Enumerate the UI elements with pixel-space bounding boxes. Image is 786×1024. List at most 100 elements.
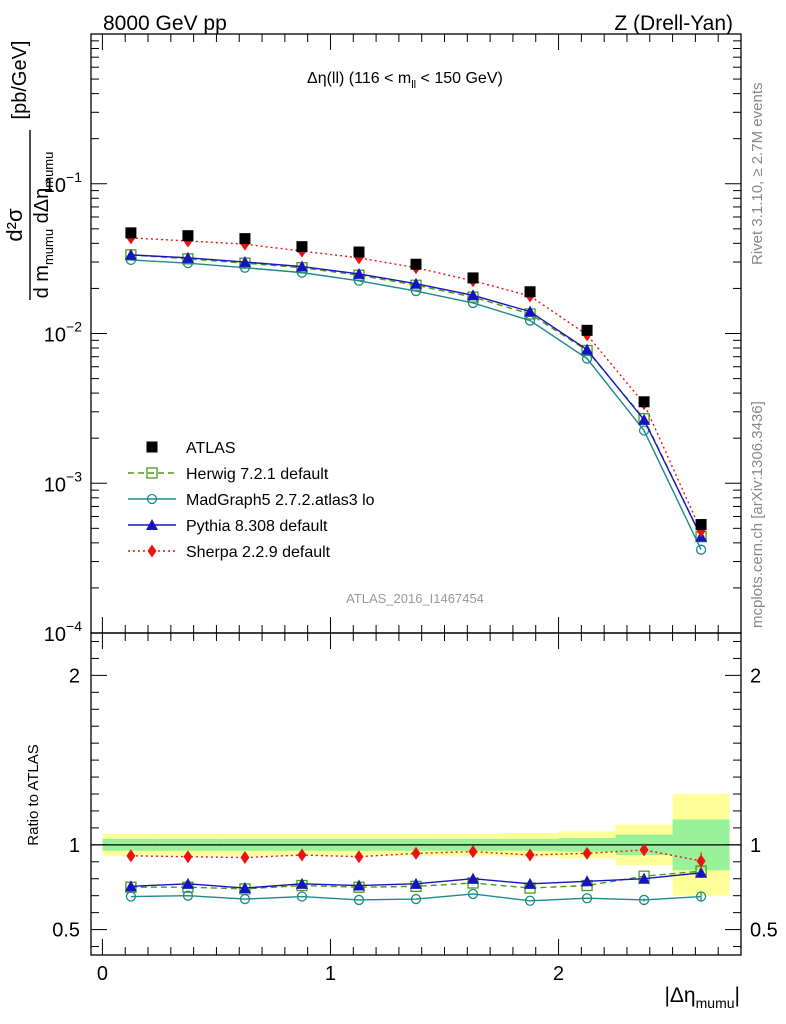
x-tick-label: 2 xyxy=(553,963,564,985)
x-label-sub: mumu xyxy=(696,995,735,1011)
ratio-point-madgraph5-2-7-2-atlas3-lo xyxy=(467,888,479,900)
data-point-madgraph5-2-7-2-atlas3-lo xyxy=(695,544,707,555)
legend-marker-pythia-8-308-default xyxy=(146,519,158,530)
data-point-pythia-8-308-default xyxy=(238,256,251,268)
header-right-label: Z (Drell-Yan) xyxy=(614,12,733,35)
ratio-point-madgraph5-2-7-2-atlas3-lo xyxy=(125,891,137,902)
data-point-pythia-8-308-default xyxy=(638,413,651,425)
ratio-point-pythia-8-308-default xyxy=(524,877,537,889)
data-point-pythia-8-308-default xyxy=(181,251,194,263)
legend-marker-atlas xyxy=(146,441,158,453)
ratio-point-sherpa-2-2-9-default xyxy=(411,846,421,860)
main-panel: 10−110−210−310−4 xyxy=(44,33,742,646)
data-point-atlas xyxy=(581,324,593,336)
ratio-y-tick-label-right: 1 xyxy=(750,835,761,857)
ratio-point-madgraph5-2-7-2-atlas3-lo xyxy=(524,895,536,906)
data-point-atlas xyxy=(182,230,194,242)
chart-title-main: Δη(ll) (116 < m xyxy=(307,70,411,87)
y-label-num-text: d²σ xyxy=(2,208,27,242)
x-tick-label: 1 xyxy=(325,963,336,985)
ratio-frame xyxy=(90,632,742,956)
y-label-denominator: d mmumu dΔηmumu xyxy=(31,152,56,299)
y-tick-label-base: 10 xyxy=(44,175,66,197)
y-tick-label: 10−4 xyxy=(44,618,82,646)
ratio-point-madgraph5-2-7-2-atlas3-lo xyxy=(581,893,593,904)
rivet-label: Rivet 3.1.10, ≥ 2.7M events xyxy=(749,83,766,266)
ratio-y-label: Ratio to ATLAS xyxy=(25,744,42,845)
y-tick-label-exp: −3 xyxy=(66,468,82,484)
legend-marker-sherpa-2-2-9-default xyxy=(147,544,157,558)
ratio-point-madgraph5-2-7-2-atlas3-lo xyxy=(695,891,707,902)
y-tick-label-base: 10 xyxy=(44,624,66,646)
ratio-point-pythia-8-308-default xyxy=(467,872,480,884)
data-point-pythia-8-308-default xyxy=(467,289,480,301)
y-label-unit: [pb/GeV] xyxy=(9,41,31,120)
y-tick-label-base: 10 xyxy=(44,325,66,347)
series-line-madgraph5-2-7-2-atlas3-lo xyxy=(130,259,702,550)
data-point-atlas xyxy=(638,396,650,408)
data-point-atlas xyxy=(239,233,251,245)
data-point-pythia-8-308-default xyxy=(352,267,365,279)
legend-label-sherpa-2-2-9-default: Sherpa 2.2.9 default xyxy=(186,544,331,561)
legend-label-pythia-8-308-default: Pythia 8.308 default xyxy=(186,518,328,535)
ratio-panel: 0 1 2 0.5 0.5 1 1 2 2 xyxy=(52,632,778,985)
ratio-point-pythia-8-308-default xyxy=(181,877,194,889)
y-axis-label: d²σ d mmumu dΔηmumu [pb/GeV] xyxy=(2,41,56,300)
legend-label-madgraph5-2-7-2-atlas3-lo: MadGraph5 2.7.2.atlas3 lo xyxy=(186,492,375,509)
y-tick-label: 10−3 xyxy=(44,468,82,496)
y-tick-label-exp: −4 xyxy=(66,618,82,634)
ratio-y-tick-label-right: 0.5 xyxy=(750,920,778,942)
legend-label-atlas: ATLAS xyxy=(186,440,236,457)
y-tick-label: 10−1 xyxy=(44,169,82,197)
ratio-point-sherpa-2-2-9-default xyxy=(240,851,250,865)
ratio-point-madgraph5-2-7-2-atlas3-lo xyxy=(239,893,251,905)
ratio-point-sherpa-2-2-9-default xyxy=(297,848,307,862)
x-label-main: |Δη xyxy=(664,984,695,1007)
data-point-atlas xyxy=(410,258,422,270)
y-tick-label: 10−2 xyxy=(44,319,82,347)
chart-title-sub: ll xyxy=(411,79,416,91)
data-point-atlas xyxy=(125,227,137,239)
x-axis-label: |Δηmumu| xyxy=(664,984,740,1011)
ratio-point-pythia-8-308-default xyxy=(638,872,651,884)
ratio-point-madgraph5-2-7-2-atlas3-lo xyxy=(296,891,308,902)
data-point-pythia-8-308-default xyxy=(124,248,137,260)
data-point-atlas xyxy=(524,286,536,298)
legend-marker-herwig-7-2-1-default xyxy=(146,467,158,479)
ratio-point-pythia-8-308-default xyxy=(295,877,308,889)
ratio-y-tick-label-right: 2 xyxy=(750,665,761,687)
header-left-label: 8000 GeV pp xyxy=(103,12,227,35)
data-point-atlas xyxy=(296,241,308,253)
ratio-point-sherpa-2-2-9-default xyxy=(126,849,136,863)
ratio-point-sherpa-2-2-9-default xyxy=(696,854,706,868)
chart-title: Δη(ll) (116 < mll < 150 GeV) xyxy=(307,70,503,91)
data-point-atlas xyxy=(695,519,707,531)
ratio-point-madgraph5-2-7-2-atlas3-lo xyxy=(182,890,194,901)
ratio-point-pythia-8-308-default xyxy=(238,882,251,894)
ratio-y-tick-label: 0.5 xyxy=(52,920,80,942)
x-label-tail: | xyxy=(735,984,740,1007)
ratio-y-tick-label: 1 xyxy=(69,835,80,857)
y-label-numerator: d²σ xyxy=(2,208,27,242)
data-point-pythia-8-308-default xyxy=(581,343,594,355)
data-point-atlas xyxy=(353,246,365,258)
data-point-pythia-8-308-default xyxy=(295,260,308,272)
legend: ATLAS Herwig 7.2.1 default MadGraph5 2.7.2… xyxy=(128,440,375,561)
legend-label-herwig-7-2-1-default: Herwig 7.2.1 default xyxy=(186,466,329,483)
ratio-point-pythia-8-308-default xyxy=(352,879,365,891)
ratio-point-pythia-8-308-default xyxy=(124,880,137,892)
y-tick-label-exp: −2 xyxy=(66,319,82,335)
ratio-point-sherpa-2-2-9-default xyxy=(525,848,535,862)
ratio-y-tick-label: 2 xyxy=(69,665,80,687)
ratio-point-madgraph5-2-7-2-atlas3-lo xyxy=(410,893,422,905)
chart-title-tail: < 150 GeV) xyxy=(416,70,503,87)
y-tick-label-base: 10 xyxy=(44,474,66,496)
ratio-point-sherpa-2-2-9-default xyxy=(639,843,649,857)
ratio-point-madgraph5-2-7-2-atlas3-lo xyxy=(353,894,365,906)
legend-marker-madgraph5-2-7-2-atlas3-lo xyxy=(146,493,158,505)
ratio-line-madgraph5-2-7-2-atlas3-lo xyxy=(130,893,702,902)
ratio-point-sherpa-2-2-9-default xyxy=(468,845,478,859)
ratio-point-madgraph5-2-7-2-atlas3-lo xyxy=(638,894,650,906)
x-tick-label: 0 xyxy=(97,963,108,985)
